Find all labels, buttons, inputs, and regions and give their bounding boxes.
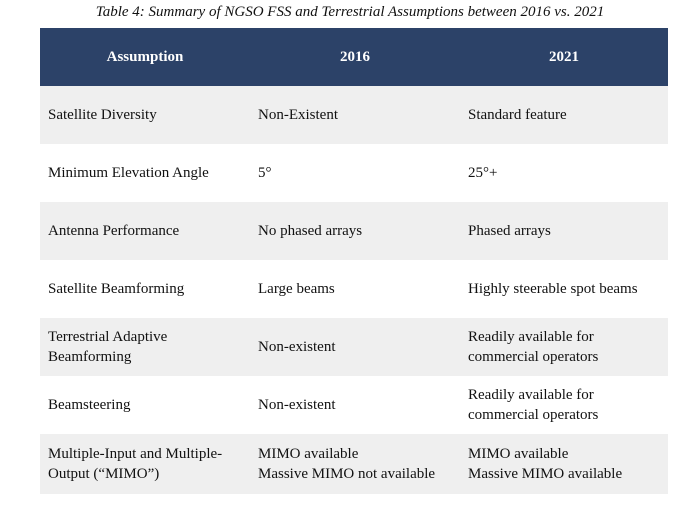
table-row: Multiple-Input and Multiple- Output (“MI…	[40, 434, 668, 494]
header-2021: 2021	[549, 48, 579, 65]
cell-assumption: Antenna Performance	[48, 223, 180, 239]
cell-assumption: Satellite Beamforming	[48, 281, 185, 297]
cell-2016: No phased arrays	[258, 223, 363, 239]
cell-2021: Phased arrays	[468, 223, 551, 239]
cell-assumption: Beamsteering	[48, 397, 131, 413]
cell-assumption: Terrestrial Adaptive Beamforming	[48, 329, 168, 365]
cell-2016: Non-existent	[258, 339, 336, 355]
cell-2021: MIMO available Massive MIMO available	[468, 446, 623, 482]
header-2016: 2016	[340, 48, 370, 65]
cell-2021: Readily available for commercial operato…	[468, 387, 599, 423]
cell-2016: 5°	[258, 165, 272, 181]
table-row: Antenna Performance No phased arrays Pha…	[40, 202, 668, 260]
cell-assumption: Minimum Elevation Angle	[48, 165, 209, 181]
cell-2016: Non-Existent	[258, 107, 338, 123]
table-row: Satellite Beamforming Large beams Highly…	[40, 260, 668, 318]
cell-2016: Large beams	[258, 281, 335, 297]
cell-2021: Highly steerable spot beams	[468, 281, 638, 297]
assumptions-table: Assumption 2016 2021 Satellite Diversity…	[40, 28, 668, 494]
cell-2016: MIMO available Massive MIMO not availabl…	[258, 446, 436, 482]
cell-2021: Readily available for commercial operato…	[468, 329, 599, 365]
cell-assumption: Multiple-Input and Multiple- Output (“MI…	[48, 446, 223, 482]
table-row: Satellite Diversity Non-Existent Standar…	[40, 86, 668, 144]
table-row: Terrestrial Adaptive Beamforming Non-exi…	[40, 318, 668, 376]
cell-assumption: Satellite Diversity	[48, 107, 157, 123]
header-assumption: Assumption	[106, 48, 184, 65]
cell-2021: 25°+	[468, 165, 498, 181]
table-header-row: Assumption 2016 2021	[40, 28, 668, 86]
table-row: Beamsteering Non-existent Readily availa…	[40, 376, 668, 434]
cell-2016: Non-existent	[258, 397, 336, 413]
cell-2021: Standard feature	[468, 107, 567, 123]
table-caption: Table 4: Summary of NGSO FSS and Terrest…	[95, 4, 605, 20]
table-row: Minimum Elevation Angle 5° 25°+	[40, 144, 668, 202]
